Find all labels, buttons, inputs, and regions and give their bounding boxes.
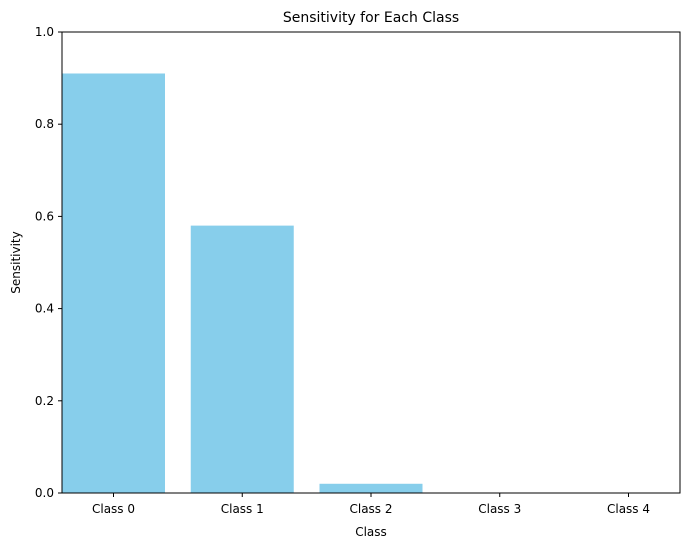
x-axis: Class 0 Class 1 Class 2 Class 3 Class 4 [92, 493, 650, 516]
y-tick-label: 0.2 [35, 394, 54, 408]
x-tick-label: Class 0 [92, 502, 135, 516]
x-tick-label: Class 4 [607, 502, 650, 516]
y-axis-label: Sensitivity [9, 231, 23, 293]
chart-title: Sensitivity for Each Class [283, 10, 459, 26]
y-tick-label: 0.4 [35, 302, 54, 316]
plot-frame [61, 31, 681, 494]
y-tick-label: 0.6 [35, 209, 54, 223]
x-axis-label: Class [355, 525, 387, 539]
y-tick-label: 0.8 [35, 117, 54, 131]
y-tick-label: 0.0 [35, 486, 54, 500]
bar-class-1 [190, 225, 294, 493]
bars-layer [62, 73, 423, 494]
y-axis: 0.0 0.2 0.4 0.6 0.8 1.0 [35, 25, 62, 500]
y-tick-label: 1.0 [35, 25, 54, 39]
x-tick-label: Class 2 [349, 502, 392, 516]
x-tick-label: Class 1 [221, 502, 264, 516]
x-tick-label: Class 3 [478, 502, 521, 516]
bar-class-0 [62, 73, 165, 494]
bar-class-2 [319, 483, 423, 493]
